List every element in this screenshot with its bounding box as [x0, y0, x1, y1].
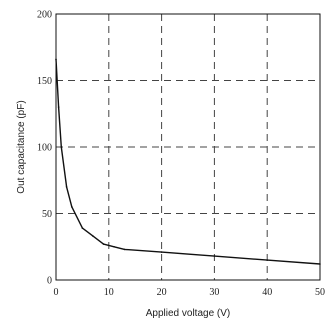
data-point [266, 259, 269, 261]
y-tick-label: 200 [37, 10, 52, 21]
x-tick-label: 40 [262, 287, 272, 298]
data-point [57, 106, 60, 108]
data-point [123, 248, 126, 251]
data-point [92, 235, 94, 237]
y-tick-label: 50 [42, 209, 52, 220]
series-layer [55, 58, 321, 265]
y-tick-label: 0 [47, 276, 52, 287]
x-tick-label: 20 [157, 287, 167, 298]
capacitance-curve [55, 59, 321, 265]
data-point [160, 251, 163, 253]
x-axis-title: Applied voltage (V) [146, 308, 231, 319]
x-tick-label: 30 [209, 287, 219, 298]
x-tick-label: 10 [104, 287, 114, 298]
y-tick-label: 100 [37, 143, 52, 154]
data-point [213, 255, 216, 257]
x-tick-label: 0 [54, 287, 59, 298]
data-point [55, 58, 57, 61]
data-point [81, 227, 84, 229]
data-point [65, 186, 68, 188]
tick-labels: 0 10 20 30 40 50 0 50 100 150 200 [37, 10, 325, 299]
y-axis-title: Out capacitance (pF) [16, 100, 27, 193]
data-point [60, 146, 63, 148]
data-point [71, 206, 73, 208]
data-point [102, 243, 105, 245]
y-tick-label: 150 [37, 76, 52, 87]
plot-frame [55, 13, 321, 281]
data-point [319, 263, 321, 265]
grid-lines [56, 14, 320, 280]
data-point [113, 245, 115, 248]
x-tick-label: 50 [315, 287, 325, 298]
